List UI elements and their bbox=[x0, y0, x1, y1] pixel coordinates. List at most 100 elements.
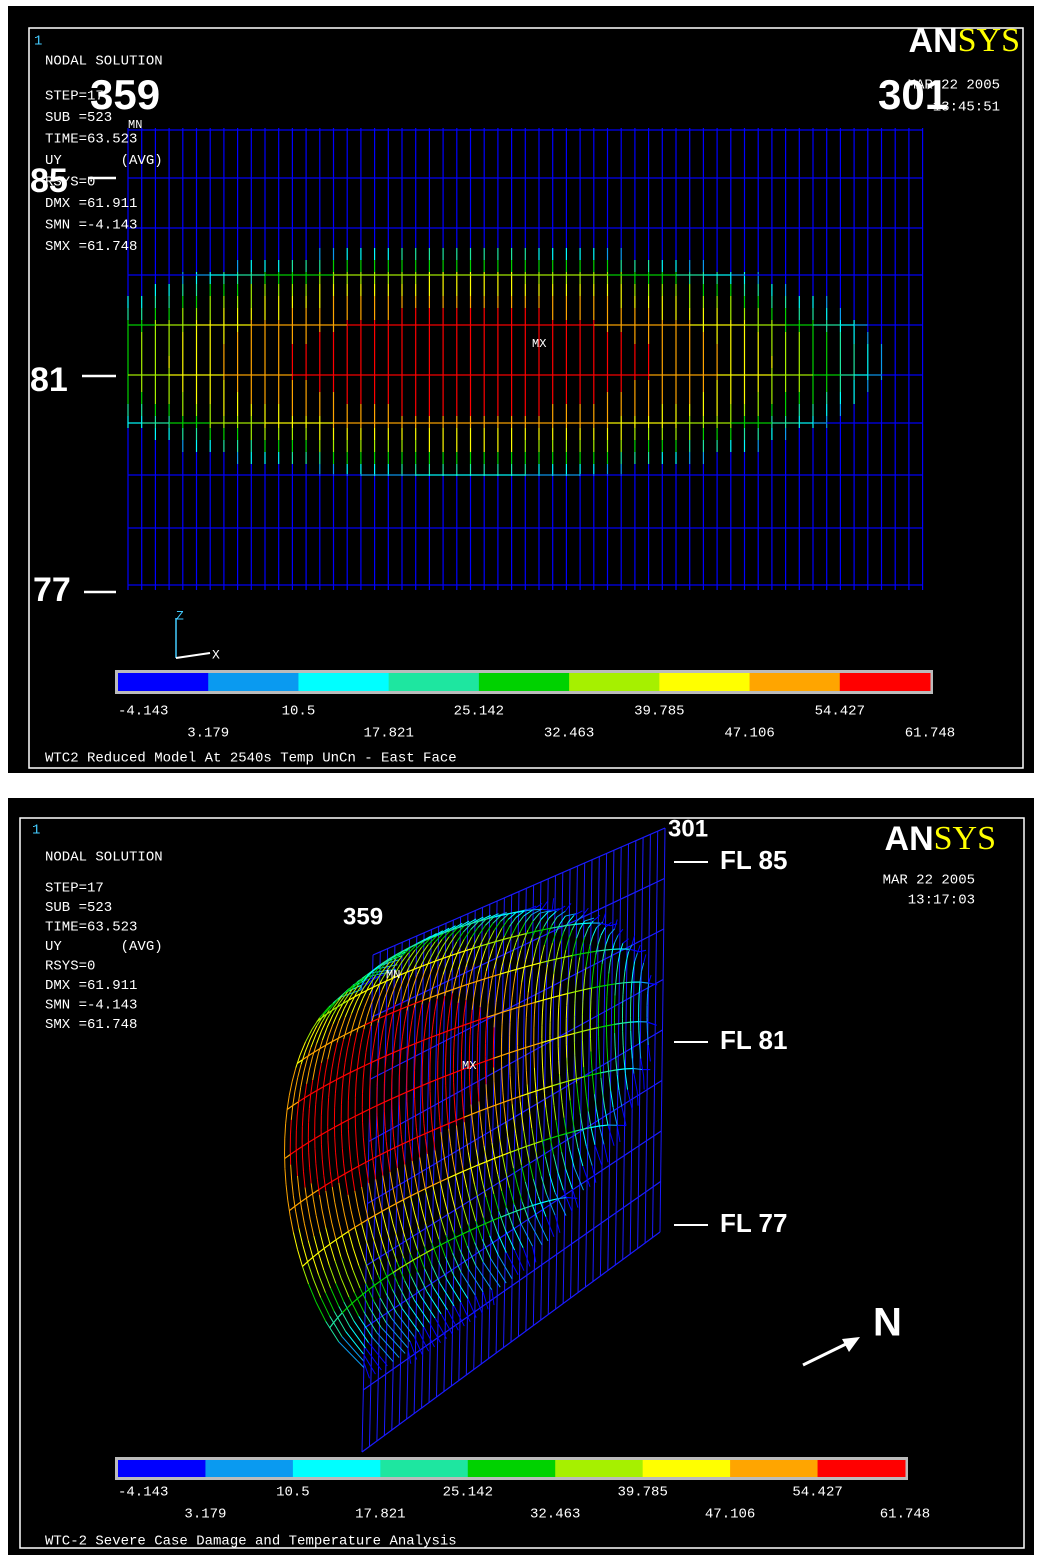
mesh-line bbox=[546, 1194, 556, 1216]
mesh-line bbox=[553, 1105, 557, 1121]
mesh-line bbox=[389, 1171, 394, 1188]
mesh-line bbox=[585, 1146, 593, 1166]
mesh-line bbox=[446, 952, 452, 964]
mesh-line bbox=[624, 1073, 629, 1090]
mesh-line bbox=[321, 1010, 330, 1023]
mesh-line bbox=[288, 1081, 293, 1096]
mesh-line bbox=[614, 1046, 617, 1061]
mesh-line bbox=[471, 927, 479, 938]
mesh-line bbox=[354, 1222, 362, 1228]
mesh-line bbox=[437, 1260, 448, 1281]
mesh-line bbox=[331, 1037, 339, 1043]
mesh-line bbox=[509, 952, 514, 965]
info-line: SMX =61.748 bbox=[45, 239, 137, 255]
mesh-line bbox=[625, 951, 629, 962]
mesh-line bbox=[621, 1106, 627, 1126]
mesh-line bbox=[427, 935, 438, 946]
mesh-line bbox=[422, 1040, 425, 1054]
mesh-line bbox=[413, 995, 418, 1008]
mesh-line bbox=[323, 1248, 330, 1266]
mesh-line bbox=[557, 941, 561, 952]
mesh-line bbox=[398, 1062, 401, 1077]
mesh-line bbox=[427, 960, 436, 965]
mesh-line bbox=[349, 1058, 353, 1073]
mesh-line bbox=[421, 1094, 424, 1110]
mesh-line bbox=[438, 1117, 442, 1133]
mesh-line bbox=[377, 1252, 385, 1271]
mesh-line bbox=[498, 1211, 506, 1230]
mesh-line bbox=[598, 1049, 601, 1064]
mesh-line bbox=[371, 1279, 381, 1299]
mesh-line bbox=[523, 1130, 527, 1147]
mesh-line bbox=[327, 1045, 332, 1060]
mesh-line bbox=[561, 1102, 565, 1118]
mesh-line bbox=[296, 1059, 303, 1065]
mesh-line bbox=[550, 985, 553, 998]
mesh-line bbox=[519, 922, 526, 933]
mesh-line bbox=[533, 1041, 543, 1046]
mesh-line bbox=[360, 1029, 365, 1043]
mesh-line bbox=[443, 929, 451, 934]
mesh-line bbox=[556, 910, 566, 918]
mesh-line bbox=[464, 922, 472, 927]
mesh-line bbox=[528, 1220, 543, 1246]
mesh-line bbox=[604, 948, 613, 951]
mesh-line bbox=[410, 1195, 415, 1213]
mesh-line bbox=[552, 908, 560, 911]
mesh-line bbox=[478, 1164, 483, 1181]
mesh-line bbox=[559, 1080, 569, 1085]
mesh-line bbox=[343, 1026, 348, 1040]
mesh-line bbox=[415, 999, 423, 1004]
info-line: SMN =-4.143 bbox=[45, 998, 137, 1014]
mesh-line bbox=[622, 1045, 625, 1060]
mesh-line bbox=[509, 917, 517, 927]
mesh-line bbox=[388, 1203, 397, 1208]
mesh-line bbox=[401, 1308, 420, 1332]
colorbar-label: 17.821 bbox=[363, 726, 413, 742]
mesh-line bbox=[424, 1014, 428, 1028]
colorbar-label: 32.463 bbox=[530, 1507, 580, 1523]
mesh-line bbox=[547, 953, 551, 965]
mesh-line bbox=[440, 1008, 443, 1022]
colorbar-label: 47.106 bbox=[724, 726, 774, 742]
mesh-line bbox=[312, 1189, 320, 1195]
mesh-line bbox=[312, 1199, 317, 1216]
mesh-line bbox=[356, 1055, 360, 1070]
mesh-line bbox=[446, 1113, 450, 1129]
mesh-line bbox=[552, 1154, 559, 1172]
mesh-line bbox=[359, 1243, 366, 1262]
mesh-line bbox=[558, 1132, 567, 1137]
mesh-line bbox=[594, 1144, 603, 1167]
mesh-line bbox=[481, 1180, 487, 1198]
mesh-line bbox=[527, 1098, 531, 1114]
mesh-line bbox=[501, 1190, 508, 1209]
mesh-line bbox=[431, 957, 438, 969]
mesh-line bbox=[331, 1186, 336, 1203]
mesh-line bbox=[501, 954, 506, 967]
mesh-line bbox=[565, 939, 569, 951]
colorbar-swatch bbox=[749, 673, 841, 691]
mesh-line bbox=[465, 936, 472, 948]
mesh-line bbox=[643, 1076, 645, 1090]
mesh-line bbox=[428, 1322, 441, 1344]
mesh-line bbox=[418, 1229, 425, 1247]
mesh-line bbox=[511, 924, 518, 935]
mesh-line bbox=[395, 1199, 404, 1205]
mesh-line bbox=[557, 1135, 563, 1153]
mesh-line bbox=[598, 1125, 605, 1145]
mesh-line bbox=[463, 1113, 472, 1118]
mesh-line bbox=[529, 1113, 533, 1129]
mesh-line bbox=[492, 938, 498, 949]
mesh-line bbox=[398, 1091, 408, 1096]
mesh-line bbox=[384, 1006, 389, 1020]
mesh-line bbox=[493, 921, 501, 931]
mesh-line bbox=[442, 955, 450, 960]
mesh-line bbox=[474, 1242, 484, 1263]
mesh-line bbox=[540, 1176, 548, 1195]
info-line: DMX =61.911 bbox=[45, 978, 137, 994]
mesh-line bbox=[566, 1196, 578, 1199]
mesh-line bbox=[415, 1039, 425, 1044]
mesh-line bbox=[450, 1194, 457, 1211]
mesh-line bbox=[502, 1092, 505, 1108]
mesh-line bbox=[411, 1007, 415, 1021]
